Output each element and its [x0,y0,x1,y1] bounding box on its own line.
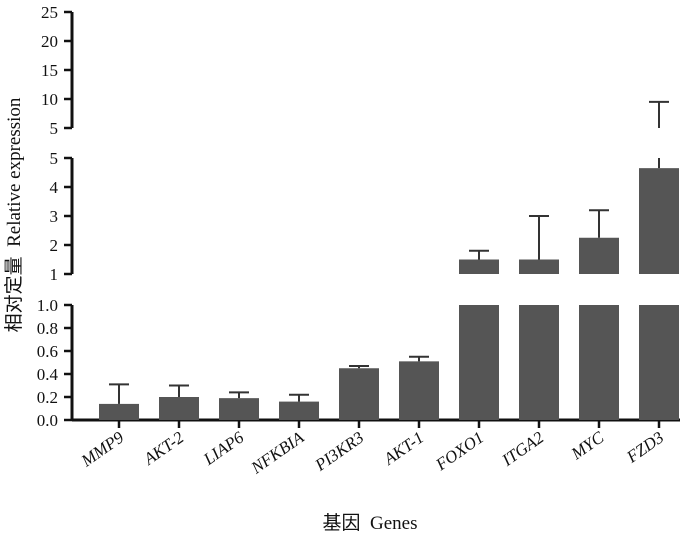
x-category-label: MYC [567,427,608,464]
y-tick-label: 5 [50,119,59,138]
y-tick-label: 0.2 [37,388,58,407]
y-tick-label: 3 [50,207,59,226]
y-tick-label: 0.6 [37,342,58,361]
y-tick-label: 2 [50,236,59,255]
x-category-label: NFKBIA [247,427,308,478]
x-category-label: FOXO1 [431,428,487,475]
x-category-label: AKT-1 [379,428,427,469]
x-category-label: FZD3 [622,428,667,467]
y-tick-label: 15 [41,61,58,80]
y-axis-title: 相对定量 Relative expression [3,97,25,332]
x-category-label: AKT-2 [139,427,187,469]
y-tick-label: 10 [41,90,58,109]
y-tick-label: 5 [50,149,59,168]
x-axis-title: 基因 Genes [323,512,418,534]
x-category-label: MMP9 [77,427,128,471]
bar [579,237,619,274]
y-tick-label: 0.0 [37,411,58,430]
y-tick-label: 20 [41,32,58,51]
y-tick-label: 25 [41,3,58,22]
bar [339,368,379,420]
bar [459,259,499,274]
y-tick-label: 1.0 [37,296,58,315]
y-tick-label: 0.8 [37,319,58,338]
x-category-label: ITGA2 [498,427,548,470]
x-category-label: PI3KR3 [311,428,368,476]
bar [99,403,139,420]
y-tick-label: 4 [50,178,59,197]
y-tick-label: 0.4 [37,365,59,384]
bar [399,361,439,420]
bar-lower-part [579,305,619,420]
error-bars [109,100,669,404]
bar-lower-part [519,305,559,420]
bar [159,397,199,420]
bar [519,259,559,274]
bar [279,401,319,420]
x-category-label: LIAP6 [199,427,247,469]
bars [99,168,679,420]
bar [639,168,679,274]
bar [219,398,259,420]
bar-lower-part [639,305,679,420]
bar-lower-part [459,305,499,420]
y-tick-label: 1 [50,265,59,284]
